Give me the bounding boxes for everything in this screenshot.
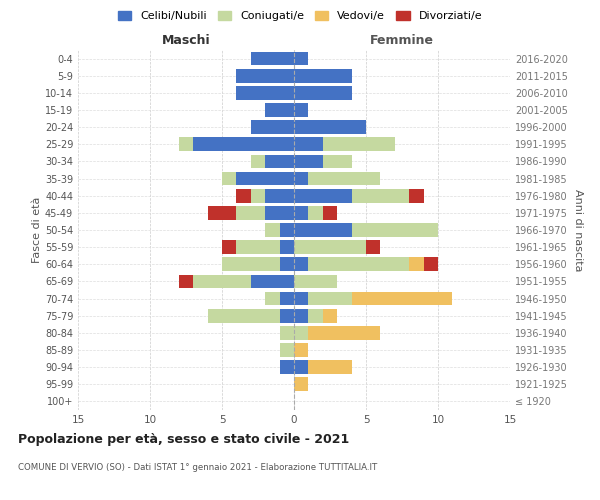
Bar [294,360,308,374]
Bar [280,240,294,254]
Bar [308,309,323,322]
Bar [265,292,280,306]
Bar [308,292,352,306]
Bar [409,258,424,271]
Bar [294,292,308,306]
Bar [294,86,352,100]
Bar [294,326,308,340]
Bar [294,138,323,151]
Bar [308,360,352,374]
Bar [366,240,380,254]
Bar [294,103,308,117]
Bar [222,258,280,271]
Bar [308,258,409,271]
Bar [294,309,308,322]
Bar [323,138,395,151]
Bar [294,378,308,391]
Bar [251,189,265,202]
Bar [294,69,352,82]
Bar [265,154,294,168]
Bar [308,172,380,185]
Bar [236,69,294,82]
Bar [294,172,308,185]
Bar [265,206,294,220]
Bar [323,309,337,322]
Bar [222,172,236,185]
Bar [280,309,294,322]
Bar [265,189,294,202]
Bar [236,86,294,100]
Bar [308,206,323,220]
Bar [280,292,294,306]
Bar [236,240,280,254]
Text: Popolazione per età, sesso e stato civile - 2021: Popolazione per età, sesso e stato civil… [18,432,349,446]
Bar [193,274,251,288]
Bar [280,360,294,374]
Bar [208,206,236,220]
Bar [179,138,193,151]
Bar [294,343,308,357]
Bar [280,223,294,237]
Bar [294,274,337,288]
Bar [193,138,294,151]
Bar [294,154,323,168]
Bar [308,326,380,340]
Bar [179,274,193,288]
Bar [251,154,265,168]
Bar [222,240,236,254]
Bar [208,309,280,322]
Bar [280,258,294,271]
Bar [280,343,294,357]
Bar [352,292,452,306]
Bar [265,223,280,237]
Bar [294,240,366,254]
Bar [294,120,366,134]
Bar [294,189,352,202]
Bar [236,206,265,220]
Text: Femmine: Femmine [370,34,434,46]
Bar [294,223,352,237]
Bar [294,258,308,271]
Bar [352,189,409,202]
Text: Maschi: Maschi [161,34,211,46]
Bar [323,206,337,220]
Bar [265,103,294,117]
Bar [236,189,251,202]
Y-axis label: Anni di nascita: Anni di nascita [573,188,583,271]
Bar [251,120,294,134]
Bar [409,189,424,202]
Bar [323,154,352,168]
Bar [424,258,438,271]
Bar [280,326,294,340]
Bar [251,52,294,66]
Bar [352,223,438,237]
Text: COMUNE DI VERVIO (SO) - Dati ISTAT 1° gennaio 2021 - Elaborazione TUTTITALIA.IT: COMUNE DI VERVIO (SO) - Dati ISTAT 1° ge… [18,462,377,471]
Bar [294,52,308,66]
Legend: Celibi/Nubili, Coniugati/e, Vedovi/e, Divorziati/e: Celibi/Nubili, Coniugati/e, Vedovi/e, Di… [118,10,482,21]
Bar [251,274,294,288]
Y-axis label: Fasce di età: Fasce di età [32,197,42,263]
Bar [294,206,308,220]
Bar [236,172,294,185]
